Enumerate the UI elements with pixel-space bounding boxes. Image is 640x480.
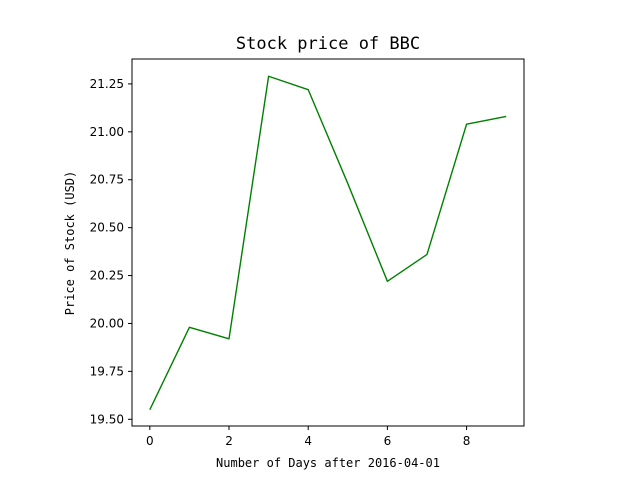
chart-title: Stock price of BBC: [236, 34, 420, 54]
y-tick-label: 21.00: [90, 125, 124, 139]
y-tick-label: 21.25: [90, 77, 124, 91]
series-line-0: [149, 75, 507, 411]
x-tick-label: 0: [146, 434, 154, 448]
x-tick-label: 2: [225, 434, 233, 448]
y-tick-label: 20.75: [90, 173, 124, 187]
plot-frame: [131, 58, 525, 427]
x-tick-label: 4: [304, 434, 312, 448]
y-tick-label: 19.75: [90, 364, 124, 378]
y-tick-label: 20.00: [90, 316, 124, 330]
y-tick-label: 20.25: [90, 269, 124, 283]
y-tick-label: 19.50: [90, 412, 124, 426]
x-tick-label: 8: [463, 434, 471, 448]
plot-area: 0 2 4 6 8 19.50 19.75 20.00 20.25 20.50 20.75 21.00…: [90, 58, 525, 448]
y-tick-label: 20.50: [90, 221, 124, 235]
x-axis-label: Number of Days after 2016-04-01: [216, 456, 440, 470]
x-tick-label: 6: [384, 434, 392, 448]
y-axis-label: Price of Stock (USD): [63, 171, 77, 316]
